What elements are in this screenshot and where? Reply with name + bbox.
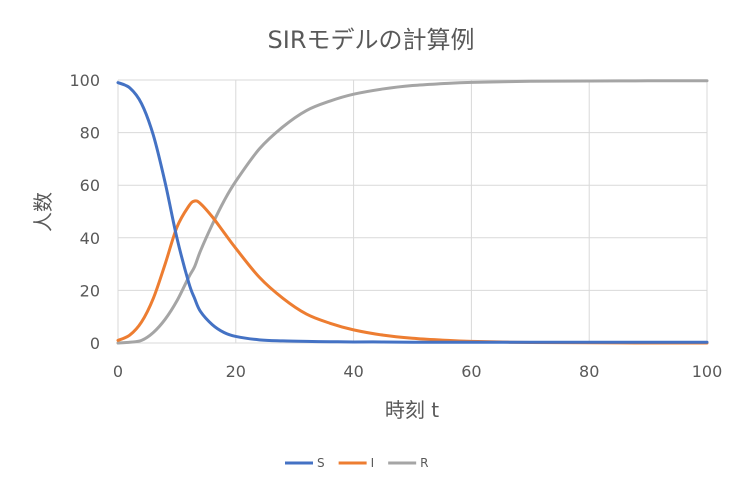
series-line-s [116,81,709,344]
y-tick-label: 60 [80,176,100,195]
y-axis-label: 人数 [31,192,55,232]
y-tick-label: 40 [80,229,100,248]
y-tick-label: 100 [69,71,100,90]
x-tick-labels: 0 20 40 60 80 100 [113,362,722,381]
x-tick-label: 100 [692,362,723,381]
series-line-r [116,79,709,345]
legend-label-i: I [371,456,375,470]
y-tick-label: 0 [90,334,100,353]
series-lines [116,79,709,345]
legend-label-s: S [317,456,325,470]
grid [117,79,708,344]
x-axis-label: 時刻 t [385,398,439,422]
chart-title: SIRモデルの計算例 [268,26,475,54]
y-tick-label: 20 [80,281,100,300]
x-tick-label: 40 [343,362,363,381]
legend-label-r: R [420,456,428,470]
x-tick-label: 0 [113,362,123,381]
x-tick-label: 20 [226,362,246,381]
y-tick-labels: 0 20 40 60 80 100 [69,71,100,353]
series-line-i [116,199,709,345]
y-tick-label: 80 [80,124,100,143]
x-tick-label: 60 [461,362,481,381]
x-tick-label: 80 [579,362,599,381]
